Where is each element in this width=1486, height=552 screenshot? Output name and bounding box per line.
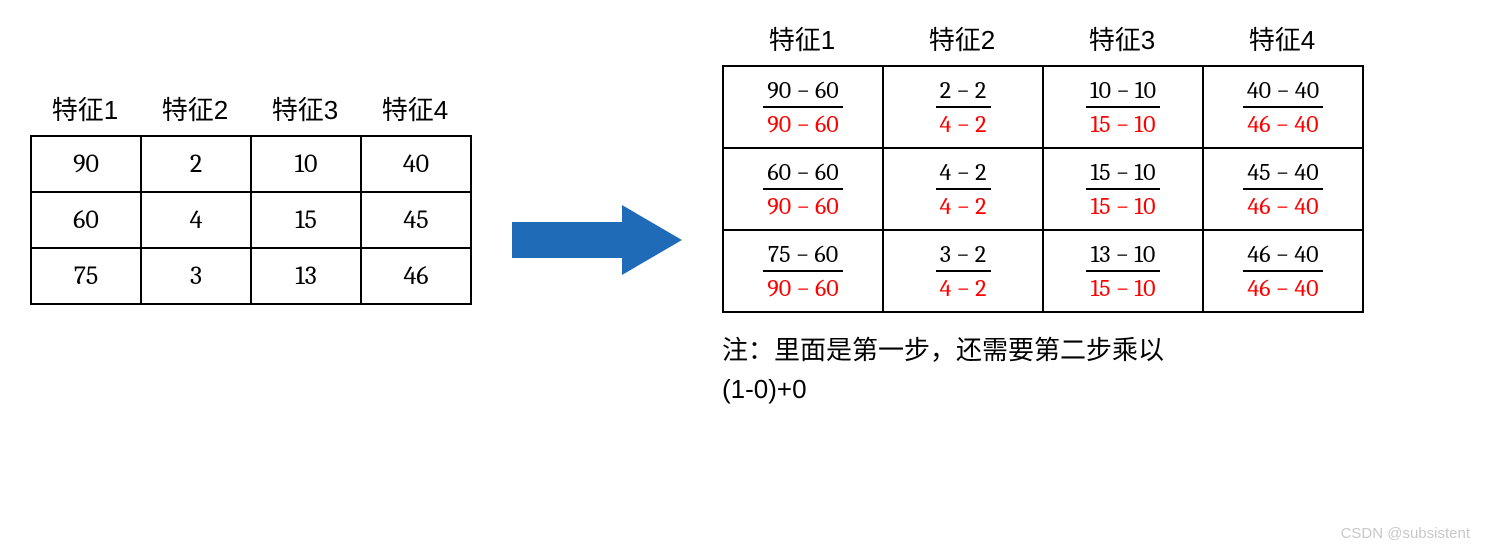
watermark-text: CSDN @subsistent bbox=[1341, 525, 1470, 542]
cell: 45 bbox=[361, 192, 471, 248]
left-data-table: 90 2 10 40 60 4 15 45 75 3 13 46 bbox=[30, 135, 472, 305]
fraction-cell: 40 − 4046 − 40 bbox=[1203, 66, 1363, 148]
numerator: 15 − 10 bbox=[1086, 158, 1159, 190]
cell: 40 bbox=[361, 136, 471, 192]
denominator: 90 − 60 bbox=[763, 190, 842, 220]
numerator: 13 − 10 bbox=[1086, 240, 1159, 272]
fraction-cell: 13 − 1015 − 10 bbox=[1043, 230, 1203, 312]
table-row: 75 3 13 46 bbox=[31, 248, 471, 304]
right-header-4: 特征4 bbox=[1202, 20, 1362, 57]
fraction-cell: 3 − 24 − 2 bbox=[883, 230, 1043, 312]
denominator: 15 − 10 bbox=[1086, 108, 1160, 138]
note-text: 注：里面是第一步，还需要第二步乘以 (1-0)+0 bbox=[722, 331, 1364, 409]
numerator: 45 − 40 bbox=[1243, 158, 1322, 190]
cell: 10 bbox=[251, 136, 361, 192]
left-header-2: 特征2 bbox=[140, 90, 250, 127]
denominator: 4 − 2 bbox=[936, 108, 991, 138]
cell: 3 bbox=[141, 248, 251, 304]
denominator: 4 − 2 bbox=[936, 190, 991, 220]
fraction-cell: 60 − 6090 − 60 bbox=[723, 148, 883, 230]
numerator: 90 − 60 bbox=[763, 76, 842, 108]
numerator: 3 − 2 bbox=[936, 240, 991, 272]
table-row: 90 − 6090 − 60 2 − 24 − 2 10 − 1015 − 10… bbox=[723, 66, 1363, 148]
cell: 90 bbox=[31, 136, 141, 192]
cell: 4 bbox=[141, 192, 251, 248]
cell: 15 bbox=[251, 192, 361, 248]
cell: 2 bbox=[141, 136, 251, 192]
fraction-cell: 90 − 6090 − 60 bbox=[723, 66, 883, 148]
denominator: 90 − 60 bbox=[763, 272, 842, 302]
table-row: 90 2 10 40 bbox=[31, 136, 471, 192]
fraction-cell: 75 − 6090 − 60 bbox=[723, 230, 883, 312]
numerator: 40 − 40 bbox=[1243, 76, 1323, 108]
numerator: 10 − 10 bbox=[1086, 76, 1160, 108]
left-table-block: 特征1 特征2 特征3 特征4 90 2 10 40 60 4 15 45 75… bbox=[30, 20, 472, 305]
note-line-1: 注：里面是第一步，还需要第二步乘以 bbox=[722, 335, 1164, 365]
denominator: 90 − 60 bbox=[763, 108, 842, 138]
arrow-block bbox=[512, 20, 682, 280]
cell: 13 bbox=[251, 248, 361, 304]
right-header-3: 特征3 bbox=[1042, 20, 1202, 57]
fraction-cell: 10 − 1015 − 10 bbox=[1043, 66, 1203, 148]
table-row: 60 − 6090 − 60 4 − 24 − 2 15 − 1015 − 10… bbox=[723, 148, 1363, 230]
table-row: 60 4 15 45 bbox=[31, 192, 471, 248]
numerator: 46 − 40 bbox=[1243, 240, 1322, 272]
left-header-4: 特征4 bbox=[360, 90, 470, 127]
denominator: 46 − 40 bbox=[1243, 108, 1323, 138]
denominator: 15 − 10 bbox=[1086, 190, 1159, 220]
right-fraction-table: 90 − 6090 − 60 2 − 24 − 2 10 − 1015 − 10… bbox=[722, 65, 1364, 313]
cell: 60 bbox=[31, 192, 141, 248]
denominator: 46 − 40 bbox=[1243, 190, 1322, 220]
fraction-cell: 45 − 4046 − 40 bbox=[1203, 148, 1363, 230]
right-header-1: 特征1 bbox=[722, 20, 882, 57]
cell: 46 bbox=[361, 248, 471, 304]
arrow-icon bbox=[512, 200, 682, 280]
left-headers: 特征1 特征2 特征3 特征4 bbox=[30, 90, 472, 127]
fraction-cell: 4 − 24 − 2 bbox=[883, 148, 1043, 230]
note-line-2: (1-0)+0 bbox=[722, 374, 807, 404]
denominator: 15 − 10 bbox=[1086, 272, 1159, 302]
numerator: 2 − 2 bbox=[936, 76, 991, 108]
left-header-1: 特征1 bbox=[30, 90, 140, 127]
denominator: 4 − 2 bbox=[936, 272, 991, 302]
denominator: 46 − 40 bbox=[1243, 272, 1322, 302]
right-header-2: 特征2 bbox=[882, 20, 1042, 57]
table-row: 75 − 6090 − 60 3 − 24 − 2 13 − 1015 − 10… bbox=[723, 230, 1363, 312]
numerator: 60 − 60 bbox=[763, 158, 842, 190]
right-table-block: 特征1 特征2 特征3 特征4 90 − 6090 − 60 2 − 24 − … bbox=[722, 20, 1364, 409]
numerator: 4 − 2 bbox=[936, 158, 991, 190]
fraction-cell: 15 − 1015 − 10 bbox=[1043, 148, 1203, 230]
numerator: 75 − 60 bbox=[763, 240, 842, 272]
arrow-shape bbox=[512, 205, 682, 275]
left-header-3: 特征3 bbox=[250, 90, 360, 127]
fraction-cell: 46 − 4046 − 40 bbox=[1203, 230, 1363, 312]
cell: 75 bbox=[31, 248, 141, 304]
fraction-cell: 2 − 24 − 2 bbox=[883, 66, 1043, 148]
right-headers: 特征1 特征2 特征3 特征4 bbox=[722, 20, 1364, 57]
